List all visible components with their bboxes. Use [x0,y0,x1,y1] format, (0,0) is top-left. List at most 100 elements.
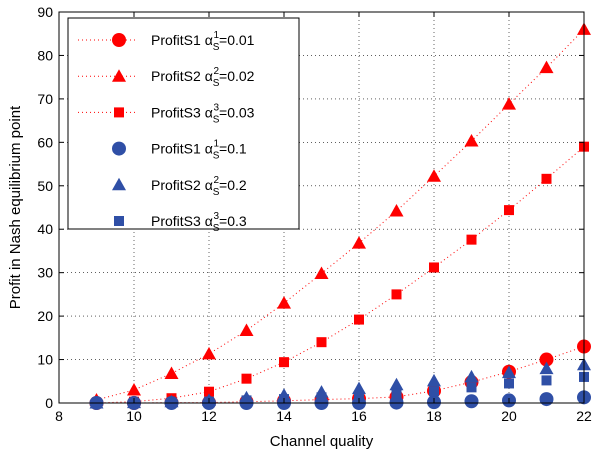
series-2-point [202,346,216,360]
series-2-point [314,266,329,280]
series-3-point [204,386,214,397]
series-3-point [241,373,252,384]
legend-alpha-subscript: S [213,42,220,53]
series-3-point [429,262,439,273]
legend-alpha-subscript: S [213,78,220,89]
legend-alpha-value: =0.1 [219,141,247,157]
y-tick-label: 60 [37,134,53,150]
legend-alpha-value: =0.2 [219,177,247,193]
legend-alpha-symbol: α [201,104,213,120]
x-tick-label: 20 [501,408,517,424]
legend-series-name: ProfitS3 [151,104,201,120]
series-3-point [504,205,514,216]
legend-marker [114,216,124,226]
series-3-point [541,173,552,184]
y-axis-label: Profit in Nash equilibrium point [7,105,24,309]
series-3-point [391,289,402,300]
series-5-point [427,373,441,387]
legend-alpha-subscript: S [213,151,220,162]
series-3-point [316,337,327,348]
y-tick-label: 40 [37,221,53,237]
series-6-point [429,386,439,397]
legend-label: ProfitS2 αS2=0.02 [151,66,255,89]
legend-alpha-superscript: 3 [213,102,219,113]
series-4-point [539,392,554,407]
legend-alpha-symbol: α [201,213,213,229]
legend-label: ProfitS1 αS1=0.01 [151,30,255,53]
legend-alpha-value: =0.03 [219,104,255,120]
series-2-point [389,203,404,217]
series-5-point [539,361,554,375]
x-tick-label: 14 [276,408,292,424]
legend-alpha-subscript: S [213,187,220,198]
legend-series-name: ProfitS2 [151,177,201,193]
legend-marker [114,107,124,118]
legend-label: ProfitS2 αS2=0.2 [151,175,247,198]
y-tick-label: 0 [45,395,53,411]
legend-alpha-symbol: α [201,141,213,157]
series-6-point [316,392,327,403]
x-axis-label: Channel quality [270,433,374,450]
plot-frame [58,11,585,404]
legend-box [67,17,300,230]
series-5-point [389,377,404,391]
series-5-point [502,365,516,379]
y-tick-label: 20 [37,308,53,324]
series-4-point [464,394,479,409]
series-6-point [241,395,252,406]
y-tick-label: 50 [37,178,53,194]
series-2-point [277,296,291,309]
series-2-point [502,97,516,110]
legend-alpha-value: =0.02 [219,68,255,84]
series-6-point [541,375,552,386]
x-tick-label: 8 [55,408,63,424]
legend-alpha-subscript: S [213,223,220,234]
y-tick-label: 30 [37,265,53,281]
legend-label: ProfitS3 αS3=0.3 [151,211,247,234]
series-2-point [427,169,441,182]
series-6-point [504,378,514,389]
legend-alpha-superscript: 1 [213,30,219,41]
y-tick-label: 90 [37,4,53,20]
series-2-point [164,366,179,379]
series-lines [96,29,585,404]
legend-marker [112,69,126,82]
legend-alpha-superscript: 1 [213,139,219,150]
series-2-point [464,134,479,147]
series-6-point [354,390,364,401]
legend-alpha-symbol: α [201,68,213,84]
x-tick-label: 12 [201,408,217,424]
series-6-point [391,388,402,399]
series-2-point [352,236,366,249]
x-tick-label: 18 [426,408,442,424]
legend-marker [112,177,126,191]
legend-series-name: ProfitS1 [151,141,201,157]
legend-alpha-symbol: α [201,177,213,193]
x-tick-label: 22 [576,408,592,424]
series-2-point [127,382,141,396]
series-3-point [354,314,364,325]
y-tick-label: 70 [37,91,53,107]
legend-series-name: ProfitS1 [151,32,201,48]
series-line-2 [96,29,585,401]
x-tick-label: 10 [126,408,142,424]
legend-alpha-value: =0.01 [219,32,255,48]
series-5-point [464,369,479,383]
y-tick-label: 80 [37,47,53,63]
legend-series-name: ProfitS2 [151,68,201,84]
legend-alpha-symbol: α [201,32,213,48]
legend-alpha-superscript: 2 [213,66,219,77]
legend-alpha-subscript: S [213,114,220,125]
legend-label: ProfitS3 αS3=0.03 [151,102,255,125]
x-tick-label: 16 [351,408,367,424]
legend-marker [112,141,126,156]
legend-alpha-value: =0.3 [219,213,247,229]
legend-alpha-superscript: 3 [213,211,219,222]
legend-marker [112,33,126,47]
y-tick-label: 10 [37,352,53,368]
series-3-point [466,234,477,245]
series-3-point [279,357,289,368]
series-2-point [239,323,254,336]
